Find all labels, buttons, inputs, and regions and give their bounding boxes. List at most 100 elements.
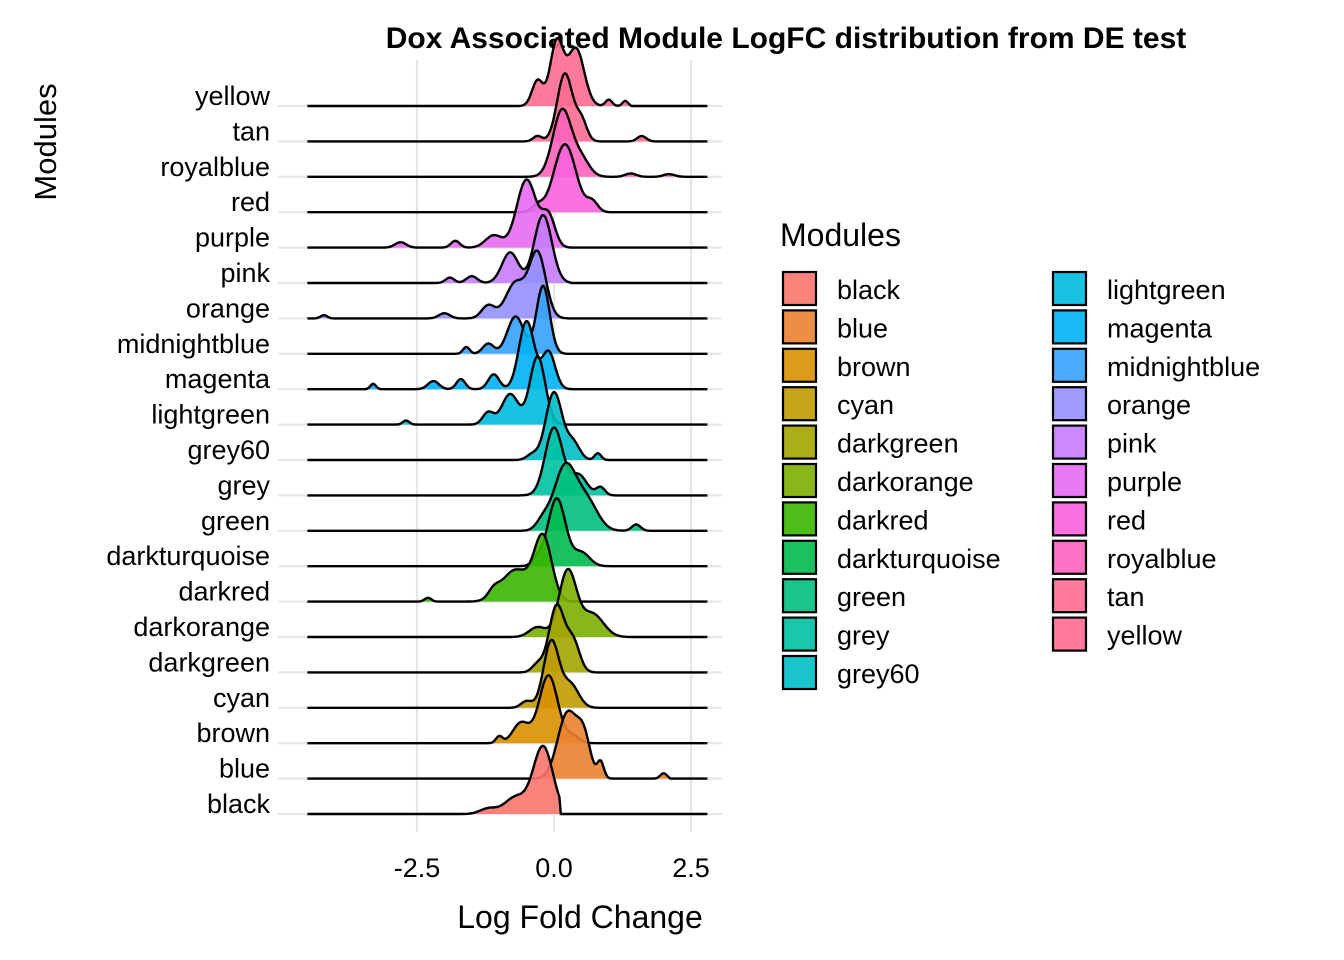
- y-tick-label-tan: tan: [232, 116, 270, 146]
- ridge-fill-brown: [490, 675, 592, 744]
- x-tick-label-0: -2.5: [394, 853, 441, 883]
- legend-key-black: [781, 270, 818, 307]
- legend-key-darkred: [781, 501, 818, 537]
- ridge-darkgreen: [307, 603, 708, 674]
- ridge-line-orange: [307, 249, 708, 320]
- y-tick-label-lightgreen: lightgreen: [151, 400, 270, 430]
- ridge-fill-darkorange: [514, 569, 628, 637]
- legend-label-cyan: cyan: [837, 390, 894, 420]
- legend-label-blue: blue: [837, 313, 888, 343]
- legend-key-darkorange: [781, 462, 818, 499]
- ridge-grey60: [307, 390, 708, 462]
- legend-label-darkred: darkred: [837, 505, 929, 535]
- ridge-line-green: [307, 461, 708, 532]
- ridge-darkturquoise: [307, 497, 708, 568]
- y-tick-label-pink: pink: [220, 258, 270, 288]
- y-tick-label-magenta: magenta: [165, 364, 271, 394]
- ridge-line-darkturquoise: [307, 497, 708, 568]
- legend-item-cyan: cyan: [781, 386, 894, 422]
- legend-key-grey: [781, 616, 818, 652]
- legend: Modules black blue brown cyan darkgreen darko…: [780, 217, 1260, 691]
- legend-label-grey: grey: [837, 621, 890, 651]
- ridge-fill-grey: [523, 427, 613, 496]
- ridge-line-grey60: [307, 390, 708, 462]
- legend-item-magenta: magenta: [1051, 309, 1213, 345]
- ridge-magenta: [307, 320, 708, 391]
- y-tick-label-brown: brown: [196, 718, 270, 748]
- legend-label-black: black: [837, 275, 901, 305]
- legend-key-tan: [1051, 578, 1088, 614]
- ridge-line-red: [307, 143, 708, 214]
- legend-key-red: [1051, 501, 1088, 537]
- legend-label-green: green: [837, 582, 906, 612]
- ridge-red: [307, 143, 708, 214]
- x-tick-label-1: 0.0: [535, 853, 573, 883]
- legend-label-tan: tan: [1107, 582, 1145, 612]
- legend-label-brown: brown: [837, 352, 911, 382]
- legend-item-red: red: [1051, 501, 1146, 537]
- legend-label-purple: purple: [1107, 467, 1182, 497]
- legend-key-cyan: [781, 386, 818, 422]
- legend-key-blue: [781, 309, 818, 345]
- legend-label-orange: orange: [1107, 390, 1191, 420]
- legend-item-purple: purple: [1051, 462, 1182, 499]
- ridge-cyan: [307, 638, 708, 709]
- ridges: [307, 36, 708, 816]
- ridge-tan: [307, 72, 708, 143]
- legend-item-darkturquoise: darkturquoise: [781, 539, 1001, 575]
- y-tick-label-blue: blue: [219, 754, 270, 784]
- ridge-line-grey: [307, 426, 708, 497]
- legend-label-darkgreen: darkgreen: [837, 429, 959, 459]
- legend-label-yellow: yellow: [1107, 621, 1183, 651]
- ridge-line-yellow: [307, 36, 708, 108]
- legend-label-darkturquoise: darkturquoise: [837, 544, 1001, 574]
- y-tick-label-grey: grey: [217, 470, 270, 500]
- ridge-yellow: [307, 36, 708, 108]
- legend-item-royalblue: royalblue: [1051, 539, 1217, 575]
- ridge-line-royalblue: [307, 107, 708, 178]
- ridge-line-darkorange: [307, 567, 708, 639]
- legend-item-midnightblue: midnightblue: [1051, 347, 1260, 383]
- legend-key-darkturquoise: [781, 539, 818, 575]
- x-tick-label-2: 2.5: [672, 853, 710, 883]
- ridge-line-darkgreen: [307, 603, 708, 674]
- ridge-line-purple: [307, 178, 708, 249]
- ridge-line-brown: [307, 674, 708, 745]
- legend-title: Modules: [780, 217, 901, 253]
- ridge-line-cyan: [307, 638, 708, 709]
- legend-item-lightgreen: lightgreen: [1051, 270, 1226, 307]
- legend-key-orange: [1051, 386, 1088, 422]
- ridge-grey: [307, 426, 708, 497]
- y-tick-label-orange: orange: [186, 293, 270, 323]
- legend-item-blue: blue: [781, 309, 888, 345]
- legend-key-darkgreen: [781, 424, 818, 460]
- legend-label-grey60: grey60: [837, 659, 920, 689]
- legend-item-black: black: [781, 270, 901, 307]
- legend-item-darkred: darkred: [781, 501, 929, 537]
- legend-key-magenta: [1051, 309, 1088, 345]
- legend-label-red: red: [1107, 505, 1146, 535]
- y-tick-label-purple: purple: [195, 223, 270, 253]
- legend-label-midnightblue: midnightblue: [1107, 352, 1260, 382]
- ridge-line-lightgreen: [307, 355, 708, 426]
- ridge-fill-red: [522, 144, 609, 213]
- ridge-line-tan: [307, 72, 708, 143]
- ridge-line-black: [307, 744, 708, 816]
- legend-label-magenta: magenta: [1107, 313, 1213, 343]
- y-tick-label-darkorange: darkorange: [133, 612, 270, 642]
- ridge-black: [307, 744, 708, 816]
- legend-label-darkorange: darkorange: [837, 467, 974, 497]
- ridge-midnightblue: [307, 284, 708, 355]
- ridge-darkred: [307, 532, 708, 603]
- ridge-fill-black: [466, 746, 560, 814]
- ridge-purple: [307, 178, 708, 249]
- ridge-royalblue: [307, 107, 708, 178]
- y-tick-labels: black blue brown cyan darkgreen darkorange dar…: [106, 81, 271, 819]
- legend-key-pink: [1051, 424, 1088, 460]
- ridge-orange: [307, 249, 708, 320]
- ridge-lightgreen: [307, 355, 708, 426]
- y-tick-label-grey60: grey60: [187, 435, 270, 465]
- legend-item-pink: pink: [1051, 424, 1157, 460]
- ridge-fill-cyan: [511, 639, 597, 708]
